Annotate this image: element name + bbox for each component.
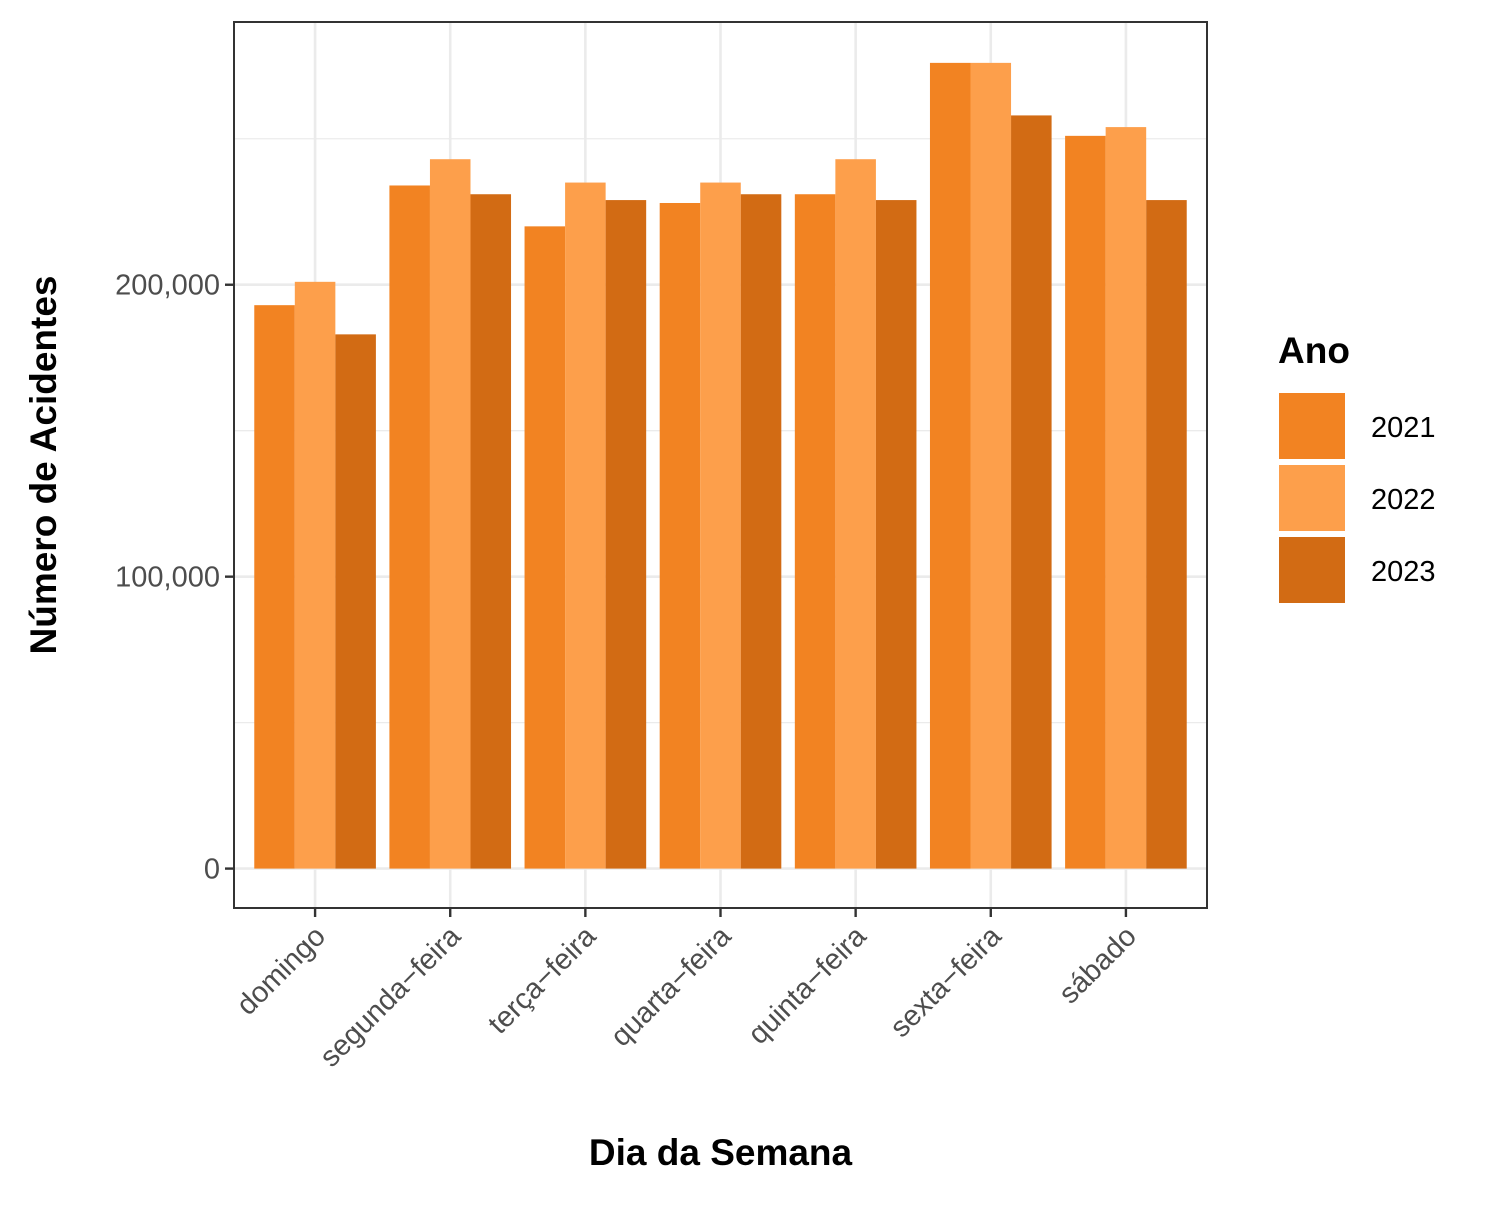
bar-2021-6 <box>929 62 971 869</box>
bar-2021-5 <box>794 194 836 869</box>
bar-2022-6 <box>970 62 1012 869</box>
x-tick-label: domingo <box>231 920 332 1021</box>
x-tick-label: sábado <box>1053 920 1143 1010</box>
x-tick-label: segunda−feira <box>314 920 468 1074</box>
legend-title: Ano <box>1278 330 1350 371</box>
legend-key-2022 <box>1279 465 1345 531</box>
bar-2022-7 <box>1105 127 1147 869</box>
y-tick-label: 0 <box>204 854 220 886</box>
legend-key-2023 <box>1279 537 1345 603</box>
legend-key-2021 <box>1279 393 1345 459</box>
x-axis-title: Dia da Semana <box>589 1132 853 1173</box>
bar-2023-7 <box>1146 200 1187 869</box>
bar-2021-7 <box>1065 135 1106 869</box>
bar-2021-4 <box>659 202 701 869</box>
bar-2023-4 <box>740 194 782 869</box>
bar-2021-1 <box>254 305 295 869</box>
bar-2021-2 <box>389 185 430 869</box>
y-tick-label: 100,000 <box>115 562 220 594</box>
bar-2023-1 <box>335 334 376 869</box>
bar-2022-4 <box>700 182 741 869</box>
y-axis-title: Número de Acidentes <box>23 276 64 655</box>
bar-2022-3 <box>565 182 606 869</box>
bar-2023-2 <box>470 194 512 869</box>
legend-label: 2022 <box>1371 484 1436 516</box>
bar-2022-1 <box>294 281 336 869</box>
bars <box>254 62 1187 869</box>
bar-2022-5 <box>835 159 876 869</box>
x-tick-label: quinta−feira <box>742 920 873 1051</box>
bar-2021-3 <box>524 226 566 869</box>
bar-2023-6 <box>1011 115 1052 869</box>
legend-label: 2023 <box>1371 556 1436 588</box>
x-tick-label: terça−feira <box>482 920 603 1041</box>
x-tick-label: sexta−feira <box>884 920 1008 1044</box>
legend-label: 2021 <box>1371 412 1436 444</box>
y-tick-label: 200,000 <box>115 270 220 302</box>
bar-2023-5 <box>875 200 917 869</box>
bar-2022-2 <box>429 159 471 869</box>
x-tick-label: quarta−feira <box>605 920 738 1053</box>
bar-2023-3 <box>605 200 647 869</box>
legend: Ano 2021 2022 2023 <box>1278 330 1436 603</box>
